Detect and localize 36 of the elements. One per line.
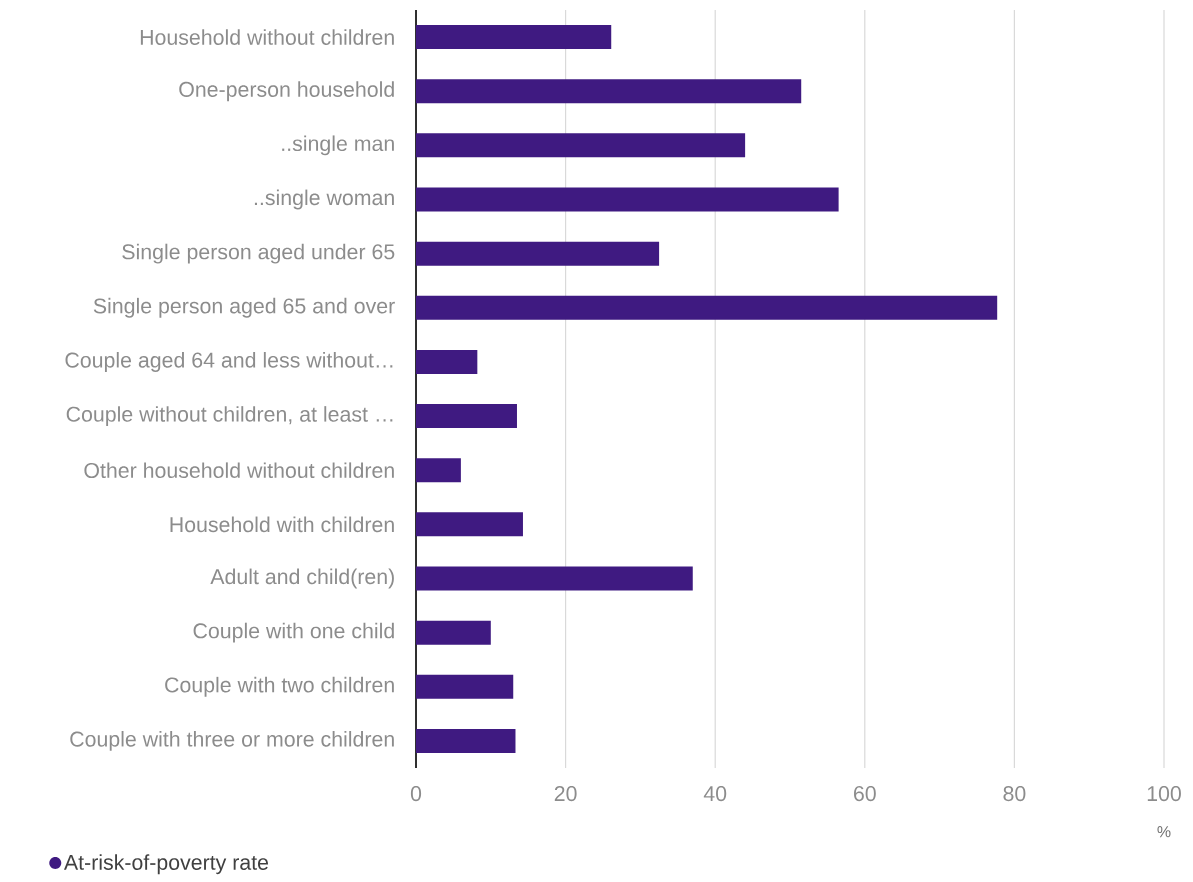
bar <box>416 512 523 537</box>
bar <box>416 620 491 645</box>
bar <box>416 566 693 591</box>
y-tick-label: Other household without children <box>84 462 394 479</box>
y-tick-label: Couple without children, at least … <box>66 406 393 427</box>
y-tick-label: Couple with one child <box>193 622 394 643</box>
y-tick-label: Single person aged under 65 <box>122 243 395 264</box>
y-tick-label: Household with children <box>170 516 394 533</box>
y-tick-label: Single person aged 65 and over <box>93 297 395 318</box>
bar <box>416 728 516 753</box>
bar <box>416 404 517 429</box>
bar <box>416 25 612 50</box>
y-tick-label: Household without children <box>140 29 394 45</box>
bar <box>416 187 839 212</box>
y-tick-label: ..single woman <box>254 189 394 210</box>
y-tick-label: Couple with two children <box>165 676 394 697</box>
bar <box>416 133 746 158</box>
x-tick-label: 40 <box>703 786 727 802</box>
bar <box>416 458 461 483</box>
x-axis-title: % <box>1157 826 1171 838</box>
x-tick-label: 80 <box>1003 786 1026 802</box>
x-tick-label: 0 <box>410 786 422 802</box>
y-tick-label: Adult and child(ren) <box>210 568 394 589</box>
x-tick-label: 60 <box>854 786 876 802</box>
y-tick-label: Couple with three or more children <box>70 730 394 751</box>
bar <box>416 295 998 320</box>
x-tick-label: 20 <box>554 786 577 802</box>
bar <box>416 241 660 266</box>
bar <box>416 674 514 699</box>
x-tick-label: 100 <box>1147 786 1181 802</box>
y-tick-label: Couple aged 64 and less without… <box>65 351 393 372</box>
bar <box>416 79 802 104</box>
legend-label: At-risk-of-poverty rate <box>63 854 269 875</box>
bar <box>416 349 478 374</box>
y-tick-label: ..single man <box>282 135 394 156</box>
y-tick-label: One-person household <box>179 81 394 102</box>
